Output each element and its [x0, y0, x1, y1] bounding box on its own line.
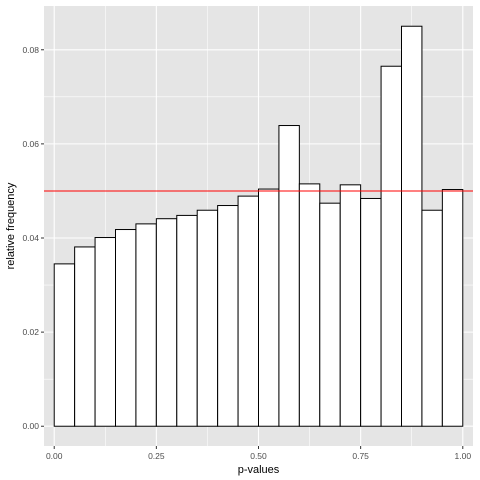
- bars-layer: [53, 25, 464, 427]
- y-tick-label: 0.04: [22, 233, 39, 243]
- histogram-bar: [401, 25, 423, 427]
- histogram-bar: [319, 202, 341, 427]
- histogram-bar: [380, 65, 403, 427]
- histogram-bar: [441, 189, 464, 427]
- histogram-bar: [237, 195, 259, 427]
- histogram-bar: [258, 188, 280, 427]
- x-tick-label: 0.50: [250, 451, 267, 461]
- histogram-bar: [217, 205, 239, 427]
- y-tick-label: 0.06: [22, 139, 39, 149]
- histogram-bar: [278, 125, 300, 427]
- histogram-bar: [196, 209, 219, 427]
- histogram-bar: [421, 209, 443, 427]
- histogram-bar: [94, 237, 116, 427]
- y-tick-label: 0.00: [22, 421, 39, 431]
- histogram-bar: [135, 223, 157, 427]
- y-tick-label: 0.02: [22, 327, 39, 337]
- histogram-bar: [298, 183, 321, 427]
- x-axis-title: p-values: [238, 464, 280, 476]
- histogram-bar: [53, 263, 76, 427]
- histogram-bar: [115, 229, 137, 427]
- x-tick-label: 0.25: [148, 451, 165, 461]
- histogram-bar: [74, 246, 96, 427]
- x-tick-label: 0.75: [352, 451, 369, 461]
- histogram-bar: [339, 184, 362, 427]
- y-axis-title: relative frequency: [5, 182, 17, 269]
- histogram-bar: [155, 218, 178, 427]
- y-tick-label: 0.08: [22, 45, 39, 55]
- x-tick-label: 1.00: [455, 451, 472, 461]
- axis-layer: 0.00 0.25 0.50 0.75 1.00 0.00 0.02 0.04 0.06 0.08: [22, 45, 471, 461]
- histogram-bar: [360, 197, 382, 427]
- x-tick-label: 0.00: [46, 451, 63, 461]
- histogram-bar: [176, 214, 198, 427]
